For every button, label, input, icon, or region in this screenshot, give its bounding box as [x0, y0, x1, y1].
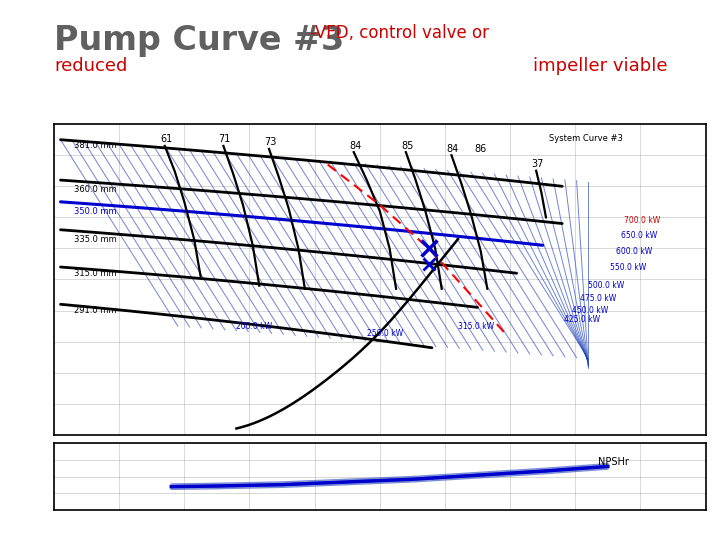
- Text: -VFD, control valve or: -VFD, control valve or: [310, 24, 489, 42]
- Text: 600.0 kW: 600.0 kW: [616, 247, 652, 256]
- Text: 84: 84: [446, 144, 459, 154]
- Text: 291.0 mm: 291.0 mm: [73, 306, 116, 315]
- Text: 200.0 kW: 200.0 kW: [236, 321, 273, 330]
- Text: 84: 84: [349, 140, 361, 151]
- Text: 381.0 mm: 381.0 mm: [73, 141, 117, 151]
- Text: 71: 71: [219, 134, 231, 144]
- Text: 500.0 kW: 500.0 kW: [588, 281, 624, 290]
- Text: 450.0 kW: 450.0 kW: [572, 306, 608, 315]
- Text: 700.0 kW: 700.0 kW: [624, 216, 660, 225]
- Text: 650.0 kW: 650.0 kW: [621, 232, 657, 240]
- Text: 425.0 kW: 425.0 kW: [564, 315, 600, 325]
- Text: 85: 85: [401, 140, 413, 151]
- Text: 335.0 mm: 335.0 mm: [73, 234, 117, 244]
- Text: 550.0 kW: 550.0 kW: [610, 262, 646, 272]
- Text: 315.0 mm: 315.0 mm: [73, 269, 116, 278]
- Text: 360.0 mm: 360.0 mm: [73, 185, 117, 194]
- Text: NPSHr: NPSHr: [598, 457, 629, 467]
- Text: 315.0 kW: 315.0 kW: [458, 321, 494, 330]
- Text: System Curve #3: System Curve #3: [549, 133, 623, 143]
- Text: Pump Curve #3: Pump Curve #3: [54, 24, 344, 57]
- Text: 86: 86: [474, 144, 487, 154]
- Text: 475.0 kW: 475.0 kW: [580, 294, 617, 302]
- Text: 61: 61: [160, 134, 172, 144]
- Text: impeller viable: impeller viable: [533, 57, 667, 75]
- Text: 73: 73: [264, 138, 276, 147]
- Text: 37: 37: [531, 159, 544, 169]
- Text: 350.0 mm: 350.0 mm: [73, 207, 116, 215]
- Text: reduced: reduced: [54, 57, 127, 75]
- Text: 250.0 kW: 250.0 kW: [366, 329, 403, 338]
